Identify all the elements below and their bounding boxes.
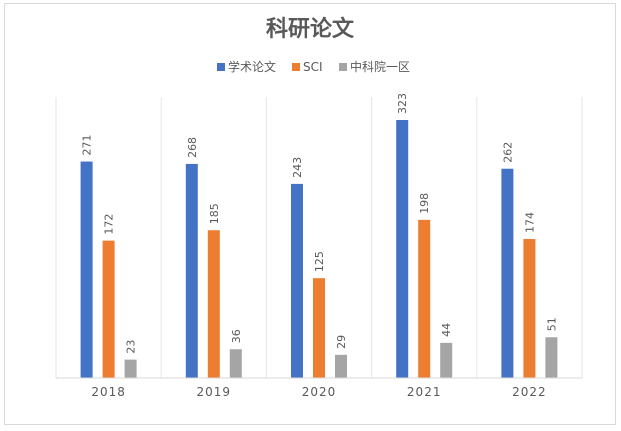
chart-title: 科研论文 [266, 16, 355, 42]
legend-swatch-1 [292, 63, 300, 71]
bar-2022-0 [501, 168, 514, 378]
data-label-2020-0: 243 [291, 157, 304, 178]
legend-label-0: 学术论文 [228, 59, 276, 74]
data-label-2022-0: 262 [501, 142, 514, 163]
legend-swatch-0 [217, 63, 225, 71]
bar-2018-0 [80, 161, 93, 378]
category-separators [55, 97, 583, 378]
data-label-2020-1: 125 [313, 251, 326, 272]
x-tick-label-2021: 2021 [407, 385, 442, 399]
legend-label-2: 中科院一区 [350, 59, 410, 74]
bar-2021-0 [396, 120, 409, 378]
legend: 学术论文 SCI 中科院一区 [217, 59, 410, 74]
bar-2018-2 [124, 359, 137, 378]
data-label-2022-2: 51 [545, 317, 558, 331]
bars [80, 120, 558, 378]
data-label-2022-1: 174 [523, 212, 536, 233]
legend-label-1: SCI [303, 60, 323, 74]
data-label-2019-0: 268 [186, 137, 199, 158]
data-label-2021-0: 323 [396, 93, 409, 114]
bar-2020-0 [291, 183, 303, 378]
bar-2022-2 [545, 337, 558, 378]
bar-2020-1 [313, 278, 325, 378]
data-label-2021-1: 198 [418, 193, 431, 214]
x-tick-label-2019: 2019 [197, 385, 232, 399]
bar-2021-2 [440, 342, 453, 378]
data-label-2018-0: 271 [81, 135, 94, 156]
data-label-2019-1: 185 [208, 203, 221, 224]
bar-2020-2 [335, 354, 347, 378]
x-tick-label-2022: 2022 [512, 385, 547, 399]
data-labels: 271 172 23 268 185 36 243 125 29 323 198 44 262 174 51 [81, 93, 559, 354]
data-label-2019-2: 36 [230, 329, 243, 343]
x-tick-label-2018: 2018 [91, 385, 126, 399]
bar-2019-1 [207, 230, 220, 378]
x-axis-tick-labels: 2018 2019 2020 2021 2022 [91, 385, 547, 399]
bar-2021-1 [418, 219, 431, 378]
bar-2019-2 [229, 349, 242, 378]
data-label-2020-2: 29 [335, 335, 348, 349]
bar-2019-0 [185, 163, 198, 378]
x-tick-label-2020: 2020 [302, 385, 337, 399]
data-label-2018-1: 172 [103, 214, 116, 235]
legend-swatch-2 [339, 63, 347, 71]
data-label-2021-2: 44 [440, 323, 453, 337]
data-label-2018-2: 23 [125, 340, 138, 354]
bar-2018-1 [102, 240, 115, 378]
bar-2022-1 [523, 239, 536, 378]
